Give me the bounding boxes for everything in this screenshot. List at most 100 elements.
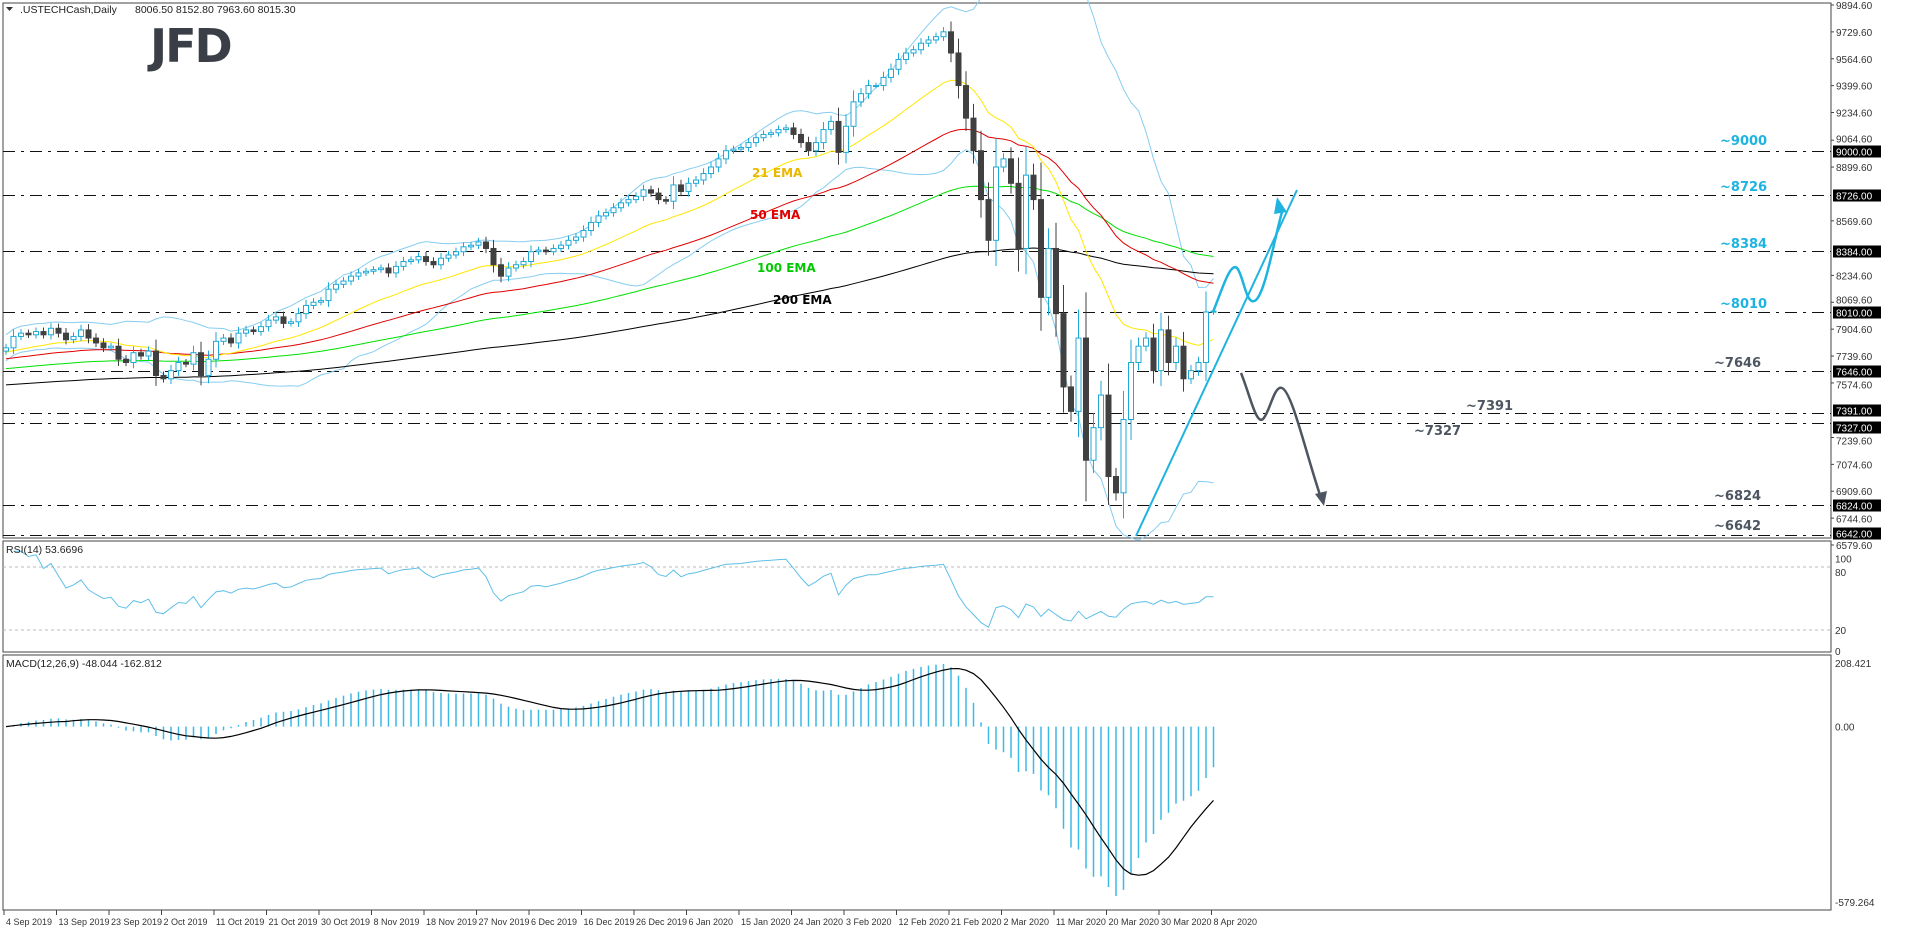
candles [3, 21, 1217, 519]
candle-down [798, 133, 804, 144]
candle-up [738, 146, 744, 150]
date-tick-label: 21 Oct 2019 [269, 917, 318, 927]
bullish-path-arrow [1211, 211, 1284, 313]
level-price-box-label: 6824.00 [1836, 502, 1873, 513]
candle-up [783, 127, 789, 131]
date-tick-label: 8 Nov 2019 [374, 917, 420, 927]
candle-up [505, 267, 512, 277]
candle-up [325, 288, 332, 302]
ema100-label: 100 EMA [757, 261, 816, 275]
rsi-panel-frame [2, 540, 1832, 653]
macd-signal-line [5, 667, 1214, 876]
candle-up [933, 36, 939, 41]
annotations [1135, 189, 1327, 537]
collapse-triangle-icon[interactable] [6, 7, 13, 11]
candle-down [183, 361, 189, 365]
bollinger-upper-line [5, 0, 1214, 336]
candle-down [1165, 329, 1172, 363]
candle-up [535, 249, 542, 253]
bearish-path-arrow [1239, 372, 1322, 496]
candle-down [25, 332, 32, 336]
candle-down [648, 189, 654, 194]
candle-up [408, 259, 414, 262]
candle-up [513, 264, 519, 269]
candle-up [48, 327, 54, 336]
candle-up [355, 272, 362, 277]
candle-up [205, 358, 212, 377]
candle-up [445, 254, 452, 259]
candle-up [213, 340, 219, 360]
candle-up [828, 120, 834, 131]
date-tick-label: 11 Mar 2020 [1056, 917, 1106, 927]
candle-up [243, 329, 249, 334]
rsi-panel [3, 550, 1831, 631]
panel-frames [2, 2, 1832, 911]
level-price-box [1833, 365, 1881, 378]
ema21-line [5, 79, 1214, 358]
candle-down [63, 332, 69, 341]
candle-up [273, 316, 279, 321]
candle-up [730, 148, 737, 152]
candle-down [1060, 313, 1067, 388]
candle-up [1195, 361, 1202, 372]
candle-up [693, 179, 699, 184]
candle-up [753, 137, 759, 144]
candle-up [303, 304, 309, 315]
candle-up [888, 68, 894, 78]
candle-up [10, 335, 17, 349]
candle-down [55, 327, 62, 334]
candle-down [1083, 337, 1089, 461]
candle-down [228, 337, 234, 344]
candle-down [955, 52, 962, 87]
candle-down [198, 352, 204, 377]
date-tick-label: 26 Dec 2019 [636, 917, 687, 927]
candle-up [550, 247, 557, 253]
candle-down [160, 375, 167, 380]
rsi-tick-label: 100 [1835, 555, 1852, 566]
candle-up [640, 189, 647, 197]
date-tick-label: 20 Mar 2020 [1109, 917, 1160, 927]
candle-up [108, 345, 114, 349]
candle-up [415, 256, 422, 261]
level-price-box-label: 7327.00 [1836, 424, 1873, 435]
level-annotation: ~7327 [1414, 424, 1461, 439]
date-tick-label: 8 Apr 2020 [1214, 917, 1258, 927]
candle-up [558, 244, 564, 249]
date-tick-label: 18 Nov 2019 [426, 917, 477, 927]
date-tick-label: 6 Jan 2020 [689, 917, 734, 927]
date-tick-label: 16 Dec 2019 [584, 917, 635, 927]
candle-down [663, 199, 669, 202]
candle-up [310, 301, 317, 306]
candle-up [33, 331, 39, 336]
date-tick-label: 13 Sep 2019 [59, 917, 110, 927]
price-tick-label: 9729.60 [1836, 28, 1873, 39]
price-tick-label: 9894.60 [1836, 1, 1873, 12]
candle-up [1075, 337, 1082, 412]
level-annotation: ~8726 [1720, 180, 1767, 195]
date-tick-label: 2 Mar 2020 [1004, 917, 1050, 927]
date-tick-label: 27 Nov 2019 [479, 917, 530, 927]
candle-down [985, 199, 992, 241]
candle-up [813, 142, 819, 152]
date-tick-label: 24 Jan 2020 [794, 917, 844, 927]
price-tick-label: 7904.60 [1836, 325, 1873, 336]
main-panel-frame [2, 2, 1832, 539]
ema50-label: 50 EMA [750, 208, 801, 222]
level-price-box [1833, 421, 1881, 434]
candle-down [153, 350, 159, 377]
candle-up [333, 283, 339, 290]
bollinger-bands [5, 0, 1214, 541]
trendline [1135, 189, 1298, 537]
rsi-tick-label: 0 [1835, 647, 1841, 658]
candle-up [775, 129, 782, 134]
arrow-up-head-icon [1274, 197, 1287, 214]
price-tick-label: 9064.60 [1836, 135, 1873, 146]
candle-up [1128, 361, 1134, 421]
candle-up [145, 350, 152, 357]
candle-up [595, 215, 602, 223]
date-tick-label: 12 Feb 2020 [899, 917, 950, 927]
level-price-box-label: 7646.00 [1836, 368, 1873, 379]
candle-up [745, 142, 752, 148]
candle-up [685, 182, 692, 192]
